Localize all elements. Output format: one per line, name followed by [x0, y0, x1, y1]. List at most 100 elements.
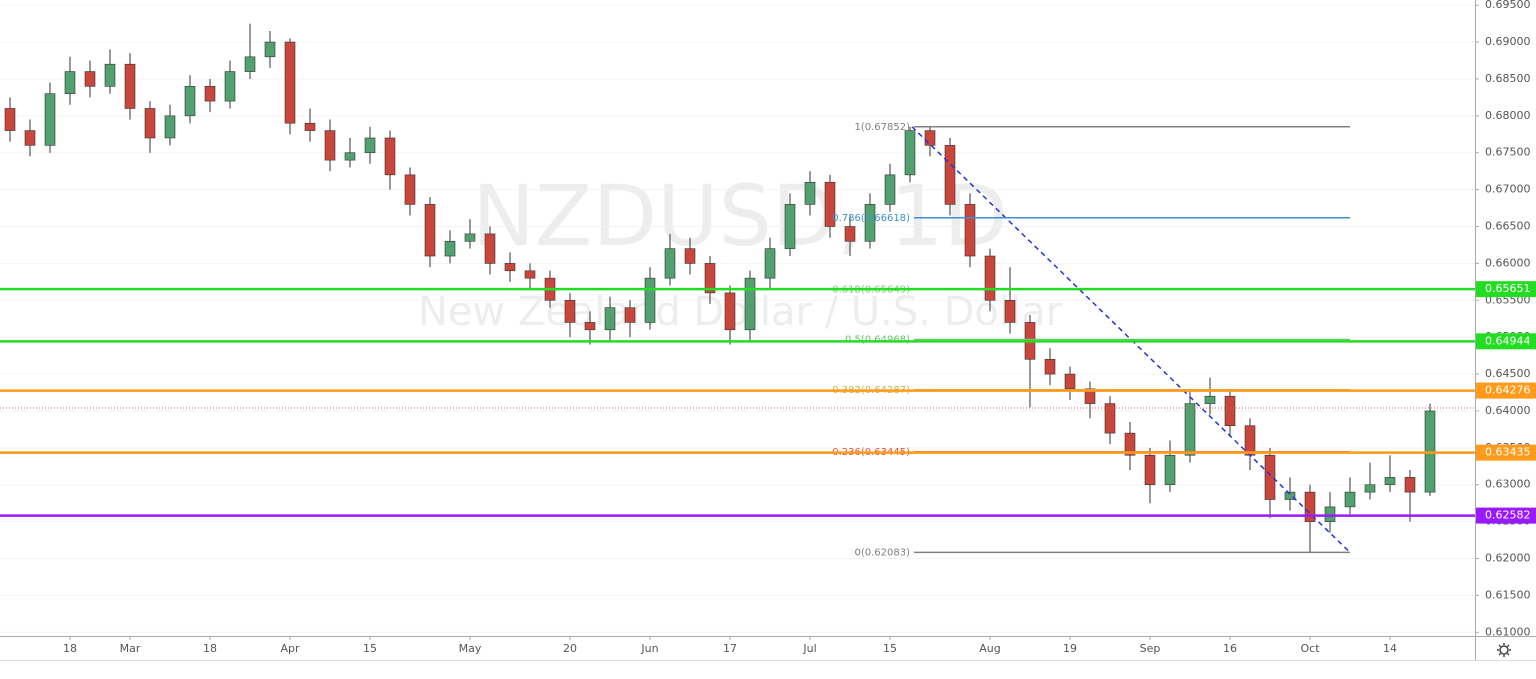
y-tick-label: 0.62000 [1485, 552, 1531, 565]
x-tick-label: 16 [1223, 642, 1237, 655]
x-tick-label: 18 [203, 642, 217, 655]
candle-body [824, 181, 836, 227]
candle-body [124, 63, 136, 109]
y-tick-label: 0.69500 [1485, 0, 1531, 11]
level-tag [1476, 382, 1536, 399]
level-label: 0.64944 [1485, 334, 1531, 347]
candle-body [584, 322, 596, 331]
x-tick-label: 14 [1383, 642, 1397, 655]
candle-body [1264, 454, 1276, 500]
x-tick-label: Mar [120, 642, 141, 655]
x-tick-label: May [459, 642, 482, 655]
candle-body [1204, 395, 1216, 404]
level-tag [1476, 281, 1536, 298]
candle-body [784, 204, 796, 249]
level-label: 0.63435 [1485, 446, 1531, 459]
candle-body [184, 86, 196, 117]
y-tick-label: 0.66000 [1485, 256, 1531, 269]
y-tick-label: 0.64500 [1485, 367, 1531, 380]
candle-body [504, 263, 516, 272]
candle-body [264, 41, 276, 58]
candle-body [204, 86, 216, 102]
candle-body [64, 71, 76, 95]
fib-trend-line [911, 126, 1351, 553]
candle-body [484, 233, 496, 264]
fib-label: 1(0.67852) [854, 122, 910, 133]
x-tick-label: 15 [883, 642, 897, 655]
candle-body [4, 108, 16, 131]
candle-body [344, 152, 356, 161]
x-tick-label: Jun [640, 642, 658, 655]
y-tick-label: 0.66500 [1485, 220, 1531, 233]
level-tag [1476, 333, 1536, 350]
candle-body [664, 248, 676, 279]
x-tick-label: 18 [63, 642, 77, 655]
candle-body [1384, 477, 1396, 486]
y-tick-label: 0.69000 [1485, 35, 1531, 48]
fib-label: 0.786(0.66618) [832, 213, 910, 224]
level-label: 0.64276 [1485, 384, 1531, 397]
candle-body [904, 130, 916, 176]
candle-body [884, 174, 896, 205]
candle-body [724, 292, 736, 331]
candle-body [964, 204, 976, 257]
settings-icon[interactable] [1497, 643, 1511, 657]
candle-body [1404, 477, 1416, 493]
watermark-subtitle: New Zealand Dollar / U.S. Dollar [418, 289, 1063, 335]
level-tag [1476, 444, 1536, 461]
x-tick-label: Aug [979, 642, 1000, 655]
level-label: 0.62582 [1485, 509, 1531, 522]
x-tick-label: Oct [1300, 642, 1320, 655]
candle-body [764, 248, 776, 279]
candle-body [104, 63, 116, 87]
candle-body [744, 277, 756, 331]
x-tick-label: 17 [723, 642, 737, 655]
candle-body [1324, 506, 1336, 522]
candle-body [864, 204, 876, 242]
candle-body [1364, 484, 1376, 493]
price-axis: 0.610000.615000.620000.625000.630000.635… [1475, 0, 1531, 638]
y-tick-label: 0.61500 [1485, 588, 1531, 601]
candle-body [1164, 454, 1176, 486]
x-tick-label: 15 [363, 642, 377, 655]
level-tag [1476, 507, 1536, 524]
x-tick-label: 20 [563, 642, 577, 655]
candle-body [24, 130, 36, 146]
candle-body [1064, 373, 1076, 390]
candle-body [604, 307, 616, 331]
candle-body [944, 145, 956, 205]
candle-body [464, 233, 476, 242]
candle-body [284, 41, 296, 124]
x-tick-label: Sep [1140, 642, 1161, 655]
fib-label: 0(0.62083) [854, 547, 910, 558]
candle-body [804, 181, 816, 205]
x-tick-label: Jul [802, 642, 816, 655]
candle-body [44, 93, 56, 146]
candle-body [1344, 491, 1356, 508]
candle-body [384, 137, 396, 176]
candle-body [1124, 432, 1136, 456]
candle-body [324, 130, 336, 161]
candle-body [424, 204, 436, 257]
candle-body [144, 108, 156, 139]
x-tick-label: Apr [280, 642, 300, 655]
y-tick-label: 0.67500 [1485, 146, 1531, 159]
candle-body [1284, 491, 1296, 500]
candle-body [984, 255, 996, 301]
candle-body [1224, 395, 1236, 427]
candle-body [1004, 299, 1016, 323]
candle-body [164, 115, 176, 139]
candle-body [1144, 454, 1156, 486]
candle-body [304, 122, 316, 131]
candle-body [404, 174, 416, 205]
level-label: 0.65651 [1485, 282, 1531, 295]
candle-body [444, 240, 456, 257]
candle-body [524, 270, 536, 279]
x-tick-label: 19 [1063, 642, 1077, 655]
candle-body [84, 71, 96, 87]
candle-body [564, 299, 576, 323]
candle-body [704, 263, 716, 294]
candle-body [644, 277, 656, 323]
candle-body [224, 71, 236, 102]
